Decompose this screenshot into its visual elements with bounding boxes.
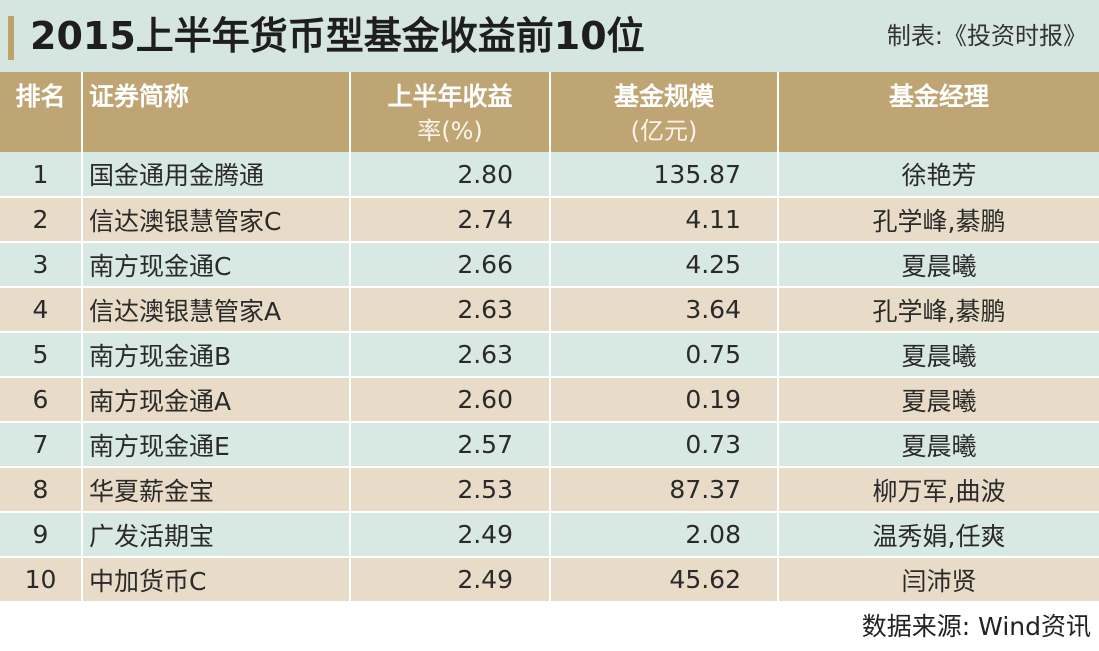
cell-rank: 6 [0,377,83,423]
table-row: 6 南方现金通A 2.60 0.19 夏晨曦 [0,377,1099,423]
table-header: 排名 证券简称 上半年收益 率(%) 基金规模 (亿元) 基金经理 [0,72,1099,152]
cell-return: 2.53 [350,467,551,513]
cell-size: 3.64 [550,287,779,333]
cell-manager: 徐艳芳 [778,152,1099,198]
table-row: 7 南方现金通E 2.57 0.73 夏晨曦 [0,422,1099,468]
cell-fund-name: 华夏薪金宝 [82,467,351,513]
cell-rank: 4 [0,287,83,333]
cell-size: 0.19 [550,377,779,423]
cell-size: 87.37 [550,467,779,513]
cell-manager: 柳万军,曲波 [778,467,1099,513]
cell-manager: 夏晨曦 [778,377,1099,423]
cell-rank: 8 [0,467,83,513]
cell-return: 2.63 [350,332,551,378]
cell-return: 2.49 [350,512,551,558]
column-header-return-label: 上半年收益 [387,82,513,111]
cell-size: 4.25 [550,242,779,288]
cell-return: 2.80 [350,152,551,198]
cell-manager: 夏晨曦 [778,422,1099,468]
data-source-note: 数据来源: Wind资讯 [861,612,1091,641]
column-header-name-label: 证券简称 [89,82,190,111]
table-row: 1 国金通用金腾通 2.80 135.87 徐艳芳 [0,152,1099,198]
table-title: 2015上半年货币型基金收益前10位 [30,14,645,58]
header-row: 排名 证券简称 上半年收益 率(%) 基金规模 (亿元) 基金经理 [0,72,1099,152]
cell-return: 2.63 [350,287,551,333]
cell-return: 2.57 [350,422,551,468]
cell-fund-name: 南方现金通A [82,377,351,423]
cell-manager: 孔学峰,綦鹏 [778,287,1099,333]
column-header-return-unit: 率(%) [417,117,483,145]
table-body: 1 国金通用金腾通 2.80 135.87 徐艳芳 2 信达澳银慧管家C 2.7… [0,152,1099,603]
cell-manager: 夏晨曦 [778,332,1099,378]
column-header-manager: 基金经理 [778,72,1099,152]
table-row: 5 南方现金通B 2.63 0.75 夏晨曦 [0,332,1099,378]
cell-rank: 10 [0,557,83,603]
cell-fund-name: 信达澳银慧管家A [82,287,351,333]
column-header-manager-label: 基金经理 [888,82,989,111]
cell-manager: 孔学峰,綦鹏 [778,197,1099,243]
cell-rank: 7 [0,422,83,468]
cell-return: 2.49 [350,557,551,603]
table-maker-credit: 制表:《投资时报》 [886,22,1087,50]
cell-fund-name: 南方现金通C [82,242,351,288]
column-header-rank-label: 排名 [15,82,66,111]
cell-size: 45.62 [550,557,779,603]
cell-return: 2.74 [350,197,551,243]
table-row: 9 广发活期宝 2.49 2.08 温秀娟,任爽 [0,512,1099,558]
column-header-return: 上半年收益 率(%) [350,72,551,152]
cell-rank: 9 [0,512,83,558]
cell-fund-name: 信达澳银慧管家C [82,197,351,243]
cell-rank: 1 [0,152,83,198]
cell-return: 2.60 [350,377,551,423]
cell-rank: 3 [0,242,83,288]
column-header-size-label: 基金规模 [613,82,714,111]
cell-fund-name: 南方现金通B [82,332,351,378]
cell-fund-name: 南方现金通E [82,422,351,468]
fund-ranking-table: 排名 证券简称 上半年收益 率(%) 基金规模 (亿元) 基金经理 1 国金通用… [0,72,1099,603]
cell-manager: 闫沛贤 [778,557,1099,603]
cell-size: 0.73 [550,422,779,468]
cell-manager: 温秀娟,任爽 [778,512,1099,558]
cell-size: 2.08 [550,512,779,558]
cell-rank: 5 [0,332,83,378]
column-header-name: 证券简称 [82,72,351,152]
table-row: 4 信达澳银慧管家A 2.63 3.64 孔学峰,綦鹏 [0,287,1099,333]
title-accent-bar [8,16,14,60]
cell-rank: 2 [0,197,83,243]
column-header-rank: 排名 [0,72,83,152]
cell-fund-name: 国金通用金腾通 [82,152,351,198]
cell-size: 0.75 [550,332,779,378]
cell-return: 2.66 [350,242,551,288]
table-row: 10 中加货币C 2.49 45.62 闫沛贤 [0,557,1099,603]
cell-size: 135.87 [550,152,779,198]
table-row: 2 信达澳银慧管家C 2.74 4.11 孔学峰,綦鹏 [0,197,1099,243]
title-bar: 2015上半年货币型基金收益前10位 制表:《投资时报》 [0,0,1099,72]
cell-size: 4.11 [550,197,779,243]
table-row: 8 华夏薪金宝 2.53 87.37 柳万军,曲波 [0,467,1099,513]
column-header-size: 基金规模 (亿元) [550,72,779,152]
cell-manager: 夏晨曦 [778,242,1099,288]
cell-fund-name: 中加货币C [82,557,351,603]
table-row: 3 南方现金通C 2.66 4.25 夏晨曦 [0,242,1099,288]
cell-fund-name: 广发活期宝 [82,512,351,558]
column-header-size-unit: (亿元) [630,117,698,145]
